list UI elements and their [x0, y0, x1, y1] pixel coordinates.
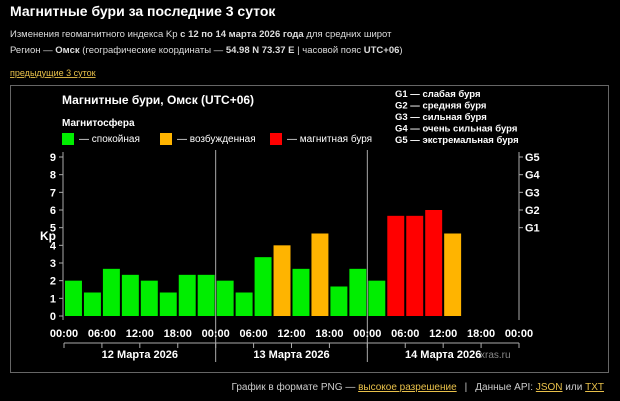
region-part: (географические координаты —: [80, 45, 226, 56]
storm-scale: G3 — сильная буря: [395, 112, 487, 123]
bar: [406, 215, 424, 316]
subtitle: Изменения геомагнитного индекса Kp с 12 …: [10, 29, 392, 40]
bar: [216, 280, 234, 316]
y-tick-label: 2: [50, 276, 56, 288]
region: Регион — Омск (географические координаты…: [10, 45, 403, 56]
legend-label: — магнитная буря: [287, 133, 372, 145]
chart-frame: [10, 85, 609, 373]
footer-or: или: [563, 382, 586, 393]
y-tick-label: 1: [50, 293, 56, 305]
footer-api: Данные API:: [475, 382, 536, 393]
bar: [330, 286, 348, 316]
y-axis-label: Kp: [40, 229, 56, 243]
legend-label: — возбужденная: [177, 133, 256, 145]
footer-text: График в формате PNG —: [231, 381, 358, 393]
y-tick-label: 3: [50, 258, 56, 270]
y2-tick-label: G4: [525, 170, 541, 182]
bar: [65, 280, 82, 316]
day-label: 12 Марта 2026: [102, 349, 178, 361]
bar: [235, 292, 253, 316]
region-part: | часовой пояс: [295, 45, 364, 56]
bar: [178, 274, 196, 316]
bar: [254, 257, 272, 316]
y2-tick-label: G3: [525, 187, 540, 199]
watermark: xras.ru: [480, 350, 511, 361]
x-tick-label: 00:00: [202, 328, 230, 340]
bar: [121, 274, 139, 316]
bar: [387, 215, 405, 316]
y2-tick-label: G1: [525, 223, 540, 235]
subtitle-part: Изменения геомагнитного индекса Kp: [10, 29, 180, 40]
x-tick-label: 06:00: [391, 328, 419, 340]
region-part: UTC+06: [364, 45, 400, 56]
subtitle-part: для средних широт: [304, 29, 392, 40]
x-tick-label: 06:00: [240, 328, 268, 340]
y-tick-label: 6: [50, 205, 56, 217]
bar: [140, 280, 158, 316]
plot: — спокойная — возбужденная — магнитная бур…: [50, 89, 541, 362]
y-tick-label: 7: [50, 187, 56, 199]
x-tick-label: 18:00: [467, 328, 495, 340]
storm-scale: G4 — очень сильная буря: [395, 124, 517, 135]
storm-scale: G2 — средняя буря: [395, 101, 486, 112]
prev-link[interactable]: предыдущие 3 суток: [10, 68, 96, 78]
chart-title: Магнитные бури, Омск (UTC+06): [62, 93, 254, 107]
bar: [197, 274, 215, 316]
y-tick-label: 4: [50, 240, 57, 252]
legend-label: — спокойная: [79, 134, 140, 145]
bar: [368, 280, 386, 316]
x-tick-label: 00:00: [505, 328, 533, 340]
y-tick-label: 8: [50, 170, 56, 182]
x-tick-label: 06:00: [88, 328, 116, 340]
region-part: ): [399, 45, 402, 56]
x-tick-label: 18:00: [315, 328, 343, 340]
subtitle-part: с 12 по 14 марта 2026 года: [180, 29, 304, 40]
x-tick-label: 12:00: [277, 328, 305, 340]
bar: [102, 268, 120, 316]
y2-tick-label: G5: [525, 152, 540, 164]
day-label: 13 Марта 2026: [253, 349, 329, 361]
y2-tick-label: G2: [525, 205, 540, 217]
bar: [311, 233, 329, 316]
y-tick-label: 5: [50, 223, 56, 235]
bar: [425, 210, 443, 316]
x-tick-label: 18:00: [164, 328, 192, 340]
bar: [349, 268, 367, 316]
bar: [292, 268, 310, 316]
storm-scale: G5 — экстремальная буря: [395, 135, 519, 146]
footer-link[interactable]: высокое разрешение: [358, 382, 457, 393]
y-tick-label: 0: [50, 311, 56, 323]
region-part: Омск: [55, 45, 80, 56]
legend-swatch: [160, 133, 172, 145]
x-tick-label: 12:00: [429, 328, 457, 340]
footer: График в формате PNG — высокое разрешени…: [231, 381, 604, 393]
legend-swatch: [62, 133, 74, 145]
bar: [83, 292, 101, 316]
region-part: Регион —: [10, 45, 55, 56]
x-tick-label: 12:00: [126, 328, 154, 340]
region-part: 54.98 N 73.37 E: [226, 45, 295, 56]
bar: [444, 233, 462, 316]
bar: [273, 245, 291, 316]
x-tick-label: 00:00: [353, 328, 381, 340]
x-tick-label: 00:00: [50, 328, 78, 340]
page-title: Магнитные бури за последние 3 суток: [10, 3, 276, 19]
json-link[interactable]: JSON: [536, 382, 563, 393]
storm-scale: G1 — слабая буря: [395, 89, 481, 100]
y-tick-label: 9: [50, 152, 56, 164]
legend-title: Магнитосфера: [62, 117, 135, 129]
footer-sep: |: [465, 382, 468, 393]
txt-link[interactable]: TXT: [585, 382, 604, 393]
day-label: 14 Марта 2026: [405, 349, 481, 361]
legend-swatch: [270, 133, 282, 145]
bar: [159, 292, 177, 316]
